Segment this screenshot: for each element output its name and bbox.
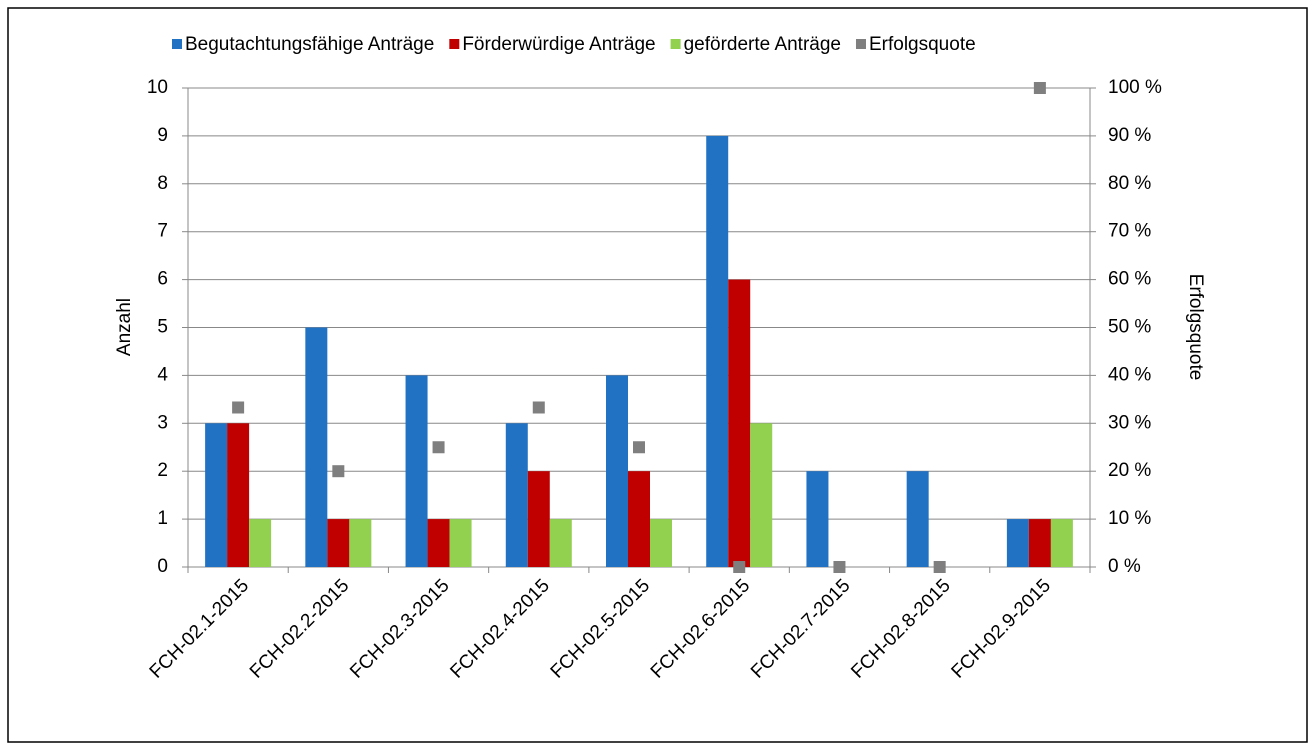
x-tick-label: FCH-02.3-2015 [346,575,453,682]
y2-tick-label: 40 % [1108,364,1151,385]
x-tick-label: FCH-02.5-2015 [547,575,654,682]
legend-label: Begutachtungsfähige Anträge [185,34,434,55]
y-tick-label: 2 [157,460,168,481]
y2-tick-label: 20 % [1108,460,1151,481]
x-tick-label: FCH-02.2-2015 [246,575,353,682]
bar [728,279,751,567]
bar [427,519,450,567]
legend-label: Förderwürdige Anträge [462,34,655,55]
marker [532,401,545,414]
bar [1006,519,1029,567]
x-tick-label: FCH-02.9-2015 [948,575,1055,682]
y2-tick-label: 50 % [1108,317,1151,338]
bar [249,519,272,567]
marker [332,465,345,478]
y-tick-label: 10 [147,77,168,98]
marker [633,441,645,454]
marker [232,401,245,414]
y-tick-label: 0 [157,556,168,577]
y-tick-label: 5 [157,317,168,338]
y2-tick-label: 80 % [1108,173,1151,194]
bar [305,327,328,567]
bar [1050,519,1073,567]
bar [449,519,472,567]
y-tick-label: 8 [157,173,168,194]
y-axis-title: Anzahl [114,298,135,356]
bar [205,423,228,567]
legend-label: Erfolgsquote [869,34,976,55]
y2-tick-label: 90 % [1108,125,1151,146]
marker [933,561,946,573]
bar [349,519,372,567]
bar [327,519,350,567]
y-tick-label: 6 [157,269,168,290]
legend-swatch [172,39,182,49]
bar [750,423,773,567]
legend-swatch [670,39,681,49]
bar [505,423,528,567]
x-tick-label: FCH-02.7-2015 [747,575,854,682]
legend-swatch [449,39,460,49]
y-tick-label: 4 [157,364,168,385]
marker [432,441,445,454]
y-tick-label: 1 [157,508,168,529]
y2-tick-label: 0 % [1108,556,1141,577]
y2-tick-label: 100 % [1108,77,1162,98]
bar [706,135,729,567]
y2-axis-title: Erfolgsquote [1185,274,1206,381]
chart-frame [7,7,1308,743]
y2-tick-label: 60 % [1108,269,1151,290]
marker [733,561,746,573]
marker [833,561,846,573]
x-tick-label: FCH-02.4-2015 [446,575,553,682]
bar [606,375,628,567]
bar [806,471,829,567]
legend-label: geförderte Anträge [684,34,841,55]
bar [405,375,428,567]
bar [628,471,650,567]
y-tick-label: 3 [157,412,168,433]
bar [1028,519,1051,567]
y2-tick-label: 10 % [1108,508,1151,529]
legend-swatch [855,39,866,49]
bar [527,471,550,567]
x-tick-label: FCH-02.1-2015 [146,575,253,682]
marker [1033,82,1046,94]
y-tick-label: 7 [157,221,168,242]
bar [906,471,929,567]
y2-tick-label: 70 % [1108,221,1151,242]
bar [650,519,672,567]
y-tick-label: 9 [157,125,168,146]
y2-tick-label: 30 % [1108,412,1151,433]
x-tick-label: FCH-02.8-2015 [847,575,954,682]
bar [227,423,250,567]
x-tick-label: FCH-02.6-2015 [647,575,754,682]
bar [549,519,572,567]
